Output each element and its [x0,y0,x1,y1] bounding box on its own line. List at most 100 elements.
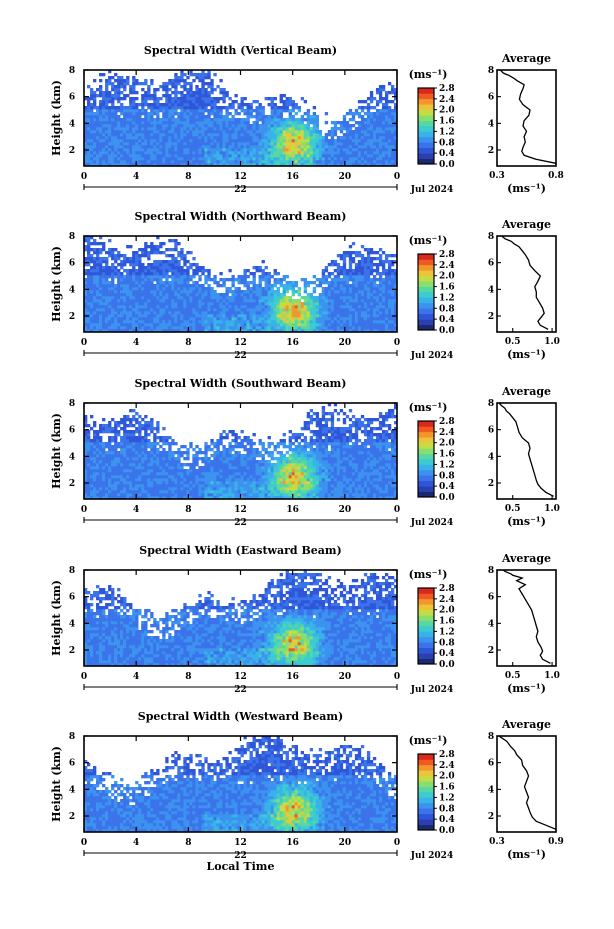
heatmap-cell [102,248,106,252]
heatmap-cell [354,136,359,140]
heatmap-cell [150,142,154,146]
average-x-axis-label: (ms⁻¹) [507,348,546,361]
heatmap-cell [90,439,94,443]
heatmap-cell [357,269,362,273]
heatmap-cell [333,317,338,321]
heatmap-cell [126,94,130,98]
heatmap-cell [180,290,184,294]
heatmap-cell [90,275,94,279]
heatmap-cell [201,136,205,140]
heatmap-cell [147,142,151,146]
heatmap-cell [279,323,283,327]
heatmap-cell [297,124,301,128]
heatmap-cell [219,136,223,140]
heatmap-cell [177,118,181,122]
heatmap-cell [333,281,338,285]
heatmap-cell [210,317,214,321]
heatmap-cell [117,82,121,86]
heatmap-cell [297,118,301,122]
heatmap-cell [312,296,317,300]
heatmap-cell [129,160,133,164]
heatmap-cell [135,263,139,267]
heatmap-cell [111,76,115,80]
heatmap-cell [300,296,304,300]
heatmap-cell [90,296,94,300]
colorbar-tick-label: 0.0 [439,326,455,336]
heatmap-cell [156,290,160,294]
heatmap-cell [156,139,160,143]
heatmap-cell [354,130,359,134]
heatmap-cell [285,103,289,107]
heatmap-cell [237,145,241,149]
heatmap-cell [264,133,268,137]
heatmap-cell [93,326,97,330]
heatmap-cell [162,118,166,122]
heatmap-cell [177,278,181,282]
heatmap-cell [393,151,398,155]
heatmap-cell [381,311,386,315]
heatmap-cell [234,148,238,152]
heatmap-cell [102,329,106,333]
heatmap-cell [303,142,308,146]
heatmap-cell [93,439,97,443]
heatmap-cell [375,287,380,291]
heatmap-cell [117,97,121,101]
heatmap-cell [345,142,350,146]
heatmap-cell [141,281,145,285]
heatmap-cell [84,317,88,321]
heatmap-cell [87,154,91,158]
heatmap-cell [138,311,142,315]
heatmap-cell [144,299,148,303]
heatmap-cell [90,94,94,98]
heatmap-cell [387,314,392,318]
heatmap-cell [273,154,277,158]
heatmap-cell [366,130,371,134]
heatmap-cell [294,151,298,155]
heatmap-cell [354,320,359,324]
heatmap-cell [369,112,374,116]
heatmap-cell [213,302,217,306]
heatmap-cell [84,326,88,330]
heatmap-cell [192,293,196,297]
heatmap-cell [177,157,181,161]
heatmap-cell [195,73,199,77]
heatmap-cell [363,308,368,312]
heatmap-cell [336,254,341,258]
heatmap-cell [168,154,172,158]
heatmap-cell [312,308,317,312]
heatmap-cell [276,112,280,116]
heatmap-cell [195,97,199,101]
heatmap-cell [207,305,211,309]
heatmap-cell [297,151,301,155]
heatmap-cell [375,269,380,273]
heatmap-cell [96,154,100,158]
heatmap-cell [120,278,124,282]
heatmap-cell [360,115,365,119]
heatmap-cell [267,314,271,318]
heatmap-cell [129,284,133,288]
heatmap-cell [222,91,226,95]
heatmap-cell [198,94,202,98]
heatmap-cell [99,163,103,167]
heatmap-cell [213,112,217,116]
heatmap-cell [381,317,386,321]
heatmap-cell [120,275,124,279]
heatmap-cell [315,278,320,282]
heatmap-cell [237,127,241,131]
heatmap-cell [258,329,262,333]
heatmap-cell [87,302,91,306]
colorbar-unit: (ms⁻¹) [409,234,448,247]
heatmap-cell [303,124,308,128]
heatmap-cell [168,326,172,330]
heatmap-cell [381,157,386,161]
heatmap-cell [192,299,196,303]
heatmap-cell [108,118,112,122]
heatmap-cell [354,290,359,294]
heatmap-cell [345,320,350,324]
heatmap-cell [291,103,295,107]
heatmap-cell [369,139,374,143]
heatmap-cell [87,263,91,267]
heatmap-cell [294,148,298,152]
heatmap-cell [216,106,220,110]
heatmap-cell [93,242,97,246]
